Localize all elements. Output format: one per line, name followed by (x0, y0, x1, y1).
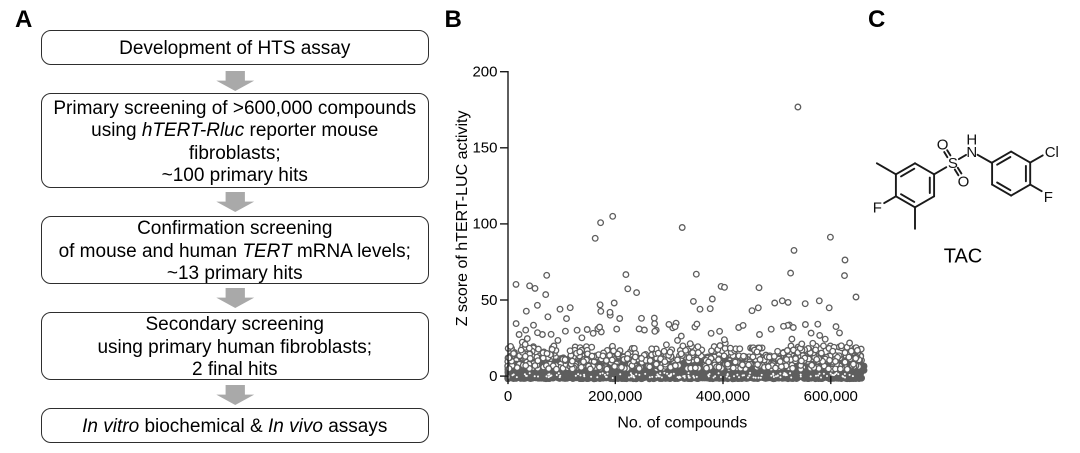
svg-text:O: O (958, 174, 970, 191)
svg-text:S: S (948, 155, 958, 172)
svg-text:O: O (937, 137, 949, 154)
svg-text:200,000: 200,000 (588, 388, 642, 405)
svg-text:0: 0 (489, 368, 497, 385)
svg-text:Z score of hTERT-LUC activity: Z score of hTERT-LUC activity (454, 111, 471, 327)
svg-text:200: 200 (472, 64, 497, 81)
svg-text:50: 50 (481, 292, 498, 309)
svg-text:H: H (966, 132, 977, 149)
svg-text:No. of compounds: No. of compounds (617, 415, 747, 432)
svg-text:Cl: Cl (1045, 144, 1059, 161)
svg-text:TAC: TAC (944, 246, 983, 268)
svg-text:F: F (1044, 189, 1053, 206)
svg-text:600,000: 600,000 (804, 388, 858, 405)
svg-text:0: 0 (504, 388, 512, 405)
svg-text:150: 150 (472, 140, 497, 157)
svg-text:100: 100 (472, 216, 497, 233)
svg-text:F: F (873, 200, 882, 217)
svg-text:N: N (966, 144, 977, 161)
svg-text:400,000: 400,000 (696, 388, 750, 405)
